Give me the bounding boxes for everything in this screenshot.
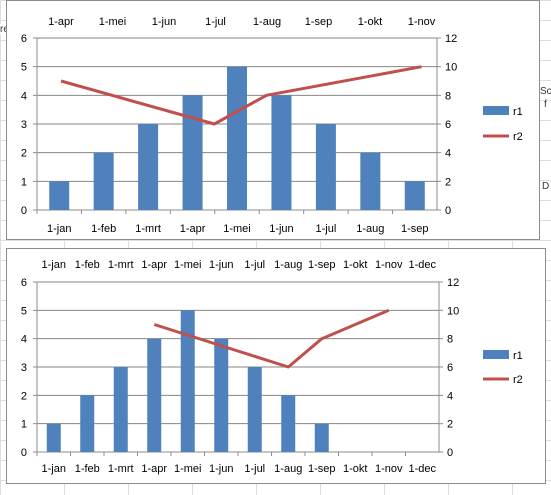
bar-r1	[180, 310, 195, 452]
bar-r1	[93, 152, 114, 210]
bar-r1	[360, 152, 381, 210]
bar-r1	[214, 338, 229, 452]
y-tick-label: 0	[21, 205, 27, 217]
x-tick-label: 1-mrt	[135, 223, 161, 235]
x-tick-label: 1-jan	[42, 463, 66, 475]
bar-r1	[46, 423, 61, 452]
x-tick-label: 1-jun	[209, 463, 233, 475]
bar-r1	[281, 395, 296, 452]
x-tick-label: 1-okt	[343, 463, 367, 475]
y-tick-label: 1	[21, 176, 27, 188]
x-tick-label: 1-mei	[174, 463, 202, 475]
x-tick-label: 1-mei	[223, 223, 251, 235]
y-tick-label: 2	[21, 148, 27, 160]
y-tick-label: 6	[21, 33, 27, 45]
x-tick-label: 1-jul	[315, 223, 336, 235]
bar-r1	[138, 124, 159, 210]
legend-swatch-r1	[483, 350, 509, 359]
x2-tick-label: 1-mei	[99, 16, 127, 28]
y2-tick-label: 4	[447, 390, 453, 402]
y2-tick-label: 2	[447, 419, 453, 431]
y2-tick-label: 0	[445, 205, 451, 217]
y2-tick-label: 2	[445, 176, 451, 188]
x2-tick-label: 1-dec	[408, 259, 436, 271]
chart-bottom[interactable]: 0 1 2 3 4 5 6 0 2 4 6 8 10 12 1-jan 1-feb 1-mrt 1-apr 1-me…	[6, 248, 546, 484]
bar-r1	[113, 367, 128, 452]
y2-tick-label: 8	[445, 90, 451, 102]
y2-tick-label: 10	[445, 62, 457, 74]
x-tick-label: 1-aug	[356, 223, 384, 235]
y2-tick-label: 4	[445, 148, 451, 160]
y2-tick-label: 10	[447, 305, 459, 317]
x-tick-label: 1-dec	[408, 463, 436, 475]
x2-tick-label: 1-jul	[244, 259, 265, 271]
x2-tick-label: 1-apr	[48, 16, 74, 28]
bar-r1	[271, 95, 292, 210]
bar-r1	[315, 124, 336, 210]
x-tick-label: 1-jan	[47, 223, 71, 235]
x-tick-label: 1-apr	[141, 463, 167, 475]
y-tick-label: 4	[21, 334, 27, 346]
x2-tick-label: 1-jun	[209, 259, 233, 271]
y2-tick-label: 12	[445, 33, 457, 45]
y2-tick-label: 6	[447, 362, 453, 374]
x2-tick-label: 1-apr	[141, 259, 167, 271]
bar-r1	[49, 181, 70, 210]
x2-tick-label: 1-aug	[274, 259, 302, 271]
line-r2	[60, 65, 422, 126]
x2-tick-label: 1-sep	[305, 16, 333, 28]
bar-r1	[247, 367, 262, 452]
x-tick-label: 1-mrt	[108, 463, 134, 475]
y-tick-label: 1	[21, 419, 27, 431]
legend-swatch-r1	[483, 106, 509, 115]
x-tick-label: 1-apr	[180, 223, 206, 235]
x-tick-label: 1-jul	[244, 463, 265, 475]
x2-tick-label: 1-jun	[152, 16, 176, 28]
bar-r1	[80, 395, 95, 452]
legend-label-r1: r1	[513, 350, 523, 362]
x-tick-label: 1-jun	[269, 223, 293, 235]
line-r2	[153, 308, 390, 369]
chart-top[interactable]: 0 1 2 3 4 5 6 0 2 4 6 8 10 12 1-jan 1-feb 1-mrt 1-apr 1-me…	[6, 0, 540, 240]
bar-r1	[147, 338, 162, 452]
y-tick-label: 2	[21, 390, 27, 402]
y-tick-label: 5	[21, 62, 27, 74]
x2-tick-label: 1-aug	[253, 16, 281, 28]
y-tick-label: 5	[21, 305, 27, 317]
y-tick-label: 3	[21, 362, 27, 374]
x2-tick-label: 1-mei	[174, 259, 202, 271]
bar-r1	[182, 95, 203, 210]
y-tick-label: 4	[21, 90, 27, 102]
x2-tick-label: 1-feb	[75, 259, 100, 271]
y2-tick-label: 6	[445, 119, 451, 131]
x2-tick-label: 1-okt	[358, 16, 382, 28]
y2-tick-label: 0	[447, 447, 453, 459]
x-tick-label: 1-nov	[375, 463, 403, 475]
legend-label-r2: r2	[513, 374, 523, 386]
x2-tick-label: 1-jul	[205, 16, 226, 28]
bar-r1	[227, 66, 247, 211]
x2-tick-label: 1-jan	[42, 259, 66, 271]
x2-tick-label: 1-nov	[408, 16, 436, 28]
y-tick-label: 0	[21, 447, 27, 459]
x2-tick-label: 1-okt	[343, 259, 367, 271]
x2-tick-label: 1-nov	[375, 259, 403, 271]
legend-label-r2: r2	[513, 131, 523, 143]
x-tick-label: 1-feb	[91, 223, 116, 235]
legend-label-r1: r1	[513, 106, 523, 118]
y2-tick-label: 12	[447, 277, 459, 289]
y-tick-label: 3	[21, 119, 27, 131]
y2-tick-label: 8	[447, 334, 453, 346]
x2-tick-label: 1-mrt	[108, 259, 134, 271]
y-tick-label: 6	[21, 277, 27, 289]
x-tick-label: 1-sep	[401, 223, 429, 235]
x-tick-label: 1-sep	[308, 463, 336, 475]
bar-r1	[404, 181, 425, 210]
bar-r1	[314, 423, 329, 452]
x2-tick-label: 1-sep	[308, 259, 336, 271]
x-tick-label: 1-aug	[274, 463, 302, 475]
x-tick-label: 1-feb	[75, 463, 100, 475]
